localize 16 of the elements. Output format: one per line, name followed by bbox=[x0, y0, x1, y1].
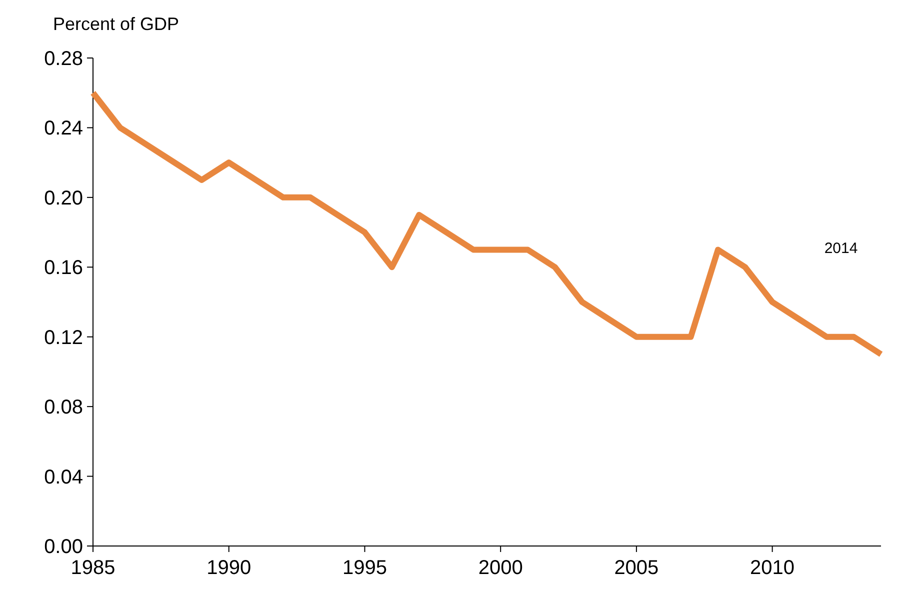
annotation: 2014 bbox=[824, 240, 858, 257]
y-tick-label: 0.12 bbox=[44, 326, 83, 349]
x-tick-label: 1990 bbox=[206, 557, 252, 579]
y-tick-label: 0.08 bbox=[44, 396, 83, 419]
x-tick-label: 2000 bbox=[478, 557, 523, 579]
x-tick-label: 1985 bbox=[70, 557, 116, 579]
x-tick-label: 2005 bbox=[614, 557, 659, 579]
y-axis-title: Percent of GDP bbox=[53, 14, 180, 34]
y-tick-label: 0.24 bbox=[44, 118, 83, 140]
y-tick-label: 0.00 bbox=[44, 536, 83, 558]
y-tick-label: 0.16 bbox=[44, 257, 83, 280]
y-tick-label: 0.20 bbox=[44, 187, 83, 210]
y-tick-label: 0.28 bbox=[44, 48, 83, 70]
x-tick-label: 2010 bbox=[750, 557, 795, 579]
y-tick-label: 0.04 bbox=[44, 466, 83, 488]
x-tick-label: 1995 bbox=[342, 557, 387, 579]
